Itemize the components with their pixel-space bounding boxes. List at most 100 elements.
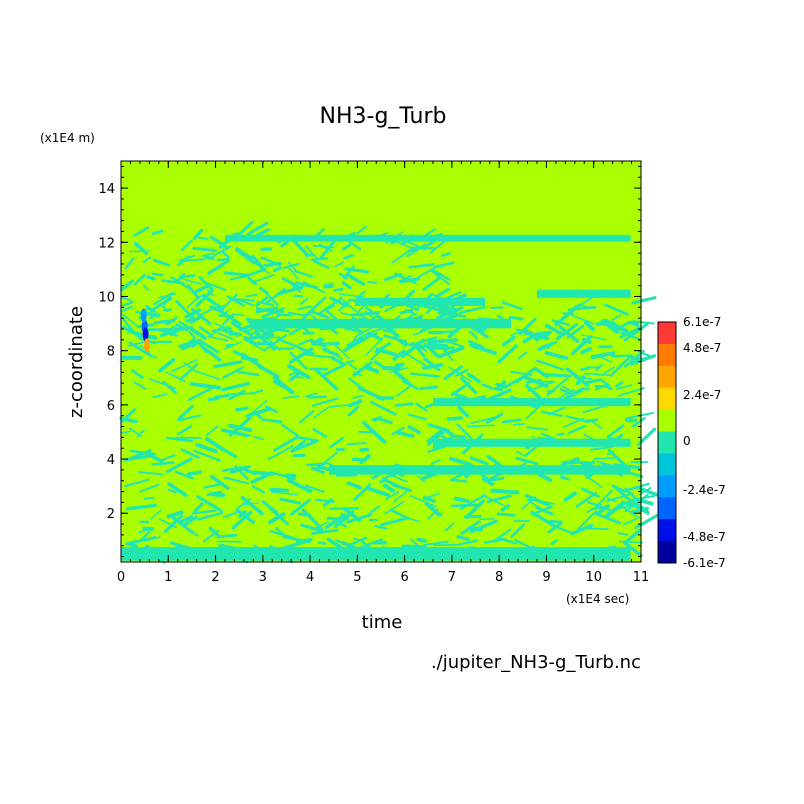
turbulence-stroke (120, 305, 133, 313)
turbulence-stroke (161, 279, 185, 285)
turbulence-stroke (380, 517, 408, 527)
turbulence-stroke (176, 255, 191, 267)
turbulence-stroke (467, 424, 495, 428)
turbulence-stroke (140, 531, 151, 541)
turbulence-stroke (271, 314, 282, 321)
turbulence-stroke (262, 333, 281, 351)
turbulence-stroke (525, 384, 542, 400)
turbulence-stroke (560, 456, 580, 467)
x-tick-label: 3 (259, 570, 267, 585)
turbulence-stroke (342, 243, 352, 251)
turbulence-stroke (537, 344, 549, 352)
turbulence-stroke (177, 414, 202, 422)
turbulence-stroke (174, 470, 195, 480)
y-tick-label: 6 (107, 399, 115, 414)
y-axis-label: z-coordinate (66, 306, 87, 418)
turbulence-stroke (493, 387, 504, 392)
turbulence-stroke (468, 339, 484, 349)
turbulence-stroke (247, 276, 258, 286)
y-tick-label: 14 (98, 182, 115, 197)
turbulence-stroke (119, 416, 138, 424)
turbulence-stroke (418, 336, 438, 344)
turbulence-band (355, 297, 485, 306)
turbulence-stroke (125, 503, 157, 511)
turbulence-stroke (232, 297, 255, 302)
turbulence-stroke (445, 522, 455, 532)
turbulence-stroke (158, 357, 176, 373)
x-tick-label: 4 (306, 570, 314, 585)
turbulence-stroke (183, 362, 196, 371)
turbulence-stroke (333, 287, 344, 292)
turbulence-stroke (501, 418, 522, 424)
turbulence-stroke (583, 433, 595, 441)
turbulence-stroke (133, 226, 150, 237)
turbulence-stroke (250, 471, 274, 484)
turbulence-stroke (164, 326, 194, 333)
turbulence-stroke (485, 412, 504, 424)
x-axis: 0 1 2 3 4 5 6 7 8 9 10 11 (117, 161, 649, 585)
turbulence-stroke (631, 296, 657, 305)
turbulence-stroke (427, 492, 440, 499)
turbulence-stroke (560, 388, 572, 395)
turbulence-band (329, 465, 631, 475)
turbulence-stroke (631, 417, 646, 428)
turbulence-stroke (190, 382, 221, 390)
turbulence-stroke (268, 512, 286, 525)
turbulence-stroke (441, 252, 451, 257)
turbulence-stroke (422, 496, 436, 503)
turbulence-stroke (197, 338, 219, 354)
turbulence-stroke (456, 423, 473, 440)
turbulence-stroke (232, 350, 250, 360)
turbulence-stroke (636, 486, 661, 498)
turbulence-stroke (287, 311, 308, 317)
turbulence-stroke (389, 367, 408, 374)
turbulence-stroke (305, 245, 319, 261)
turbulence-stroke (353, 537, 361, 541)
turbulence-stroke (604, 303, 629, 316)
turbulence-stroke (560, 474, 571, 481)
turbulence-stroke (152, 258, 171, 267)
turbulence-stroke (193, 370, 221, 381)
turbulence-stroke (580, 367, 590, 371)
turbulence-stroke (235, 406, 249, 412)
extreme-spot (142, 327, 149, 342)
turbulence-stroke (260, 256, 281, 267)
turbulence-stroke (580, 487, 600, 498)
turbulence-stroke (246, 221, 269, 236)
turbulence-stroke (180, 448, 200, 459)
turbulence-stroke (230, 321, 253, 337)
turbulence-stroke (359, 454, 371, 465)
turbulence-stroke (171, 359, 198, 373)
turbulence-stroke (615, 384, 633, 391)
turbulence-stroke (623, 322, 649, 342)
turbulence-stroke (603, 318, 629, 334)
turbulence-stroke (158, 518, 178, 529)
turbulence-stroke (257, 364, 280, 379)
turbulence-stroke (393, 489, 409, 503)
turbulence-stroke (130, 369, 144, 379)
turbulence-stroke (192, 247, 218, 252)
turbulence-stroke (288, 267, 299, 280)
source-file-label: ./jupiter_NH3-g_Turb.nc (431, 652, 641, 673)
turbulence-stroke (124, 478, 150, 488)
colorbar-segment (658, 387, 676, 411)
turbulence-stroke (395, 385, 412, 398)
turbulence-stroke (391, 426, 405, 436)
turbulence-stroke (205, 425, 219, 437)
turbulence-stroke (245, 406, 272, 418)
turbulence-stroke (415, 341, 426, 350)
turbulence-stroke (450, 478, 468, 483)
turbulence-stroke (122, 317, 138, 337)
turbulence-stroke (311, 528, 339, 535)
turbulence-stroke (221, 250, 230, 259)
turbulence-stroke (344, 267, 370, 274)
turbulence-stroke (161, 295, 172, 306)
turbulence-stroke (389, 474, 408, 483)
turbulence-stroke (544, 323, 565, 337)
colorbar-label: 0 (683, 434, 691, 448)
turbulence-stroke (184, 308, 202, 319)
turbulence-stroke (301, 508, 324, 531)
turbulence-stroke (216, 533, 238, 539)
turbulence-stroke (183, 258, 206, 262)
turbulence-stroke (348, 536, 368, 547)
